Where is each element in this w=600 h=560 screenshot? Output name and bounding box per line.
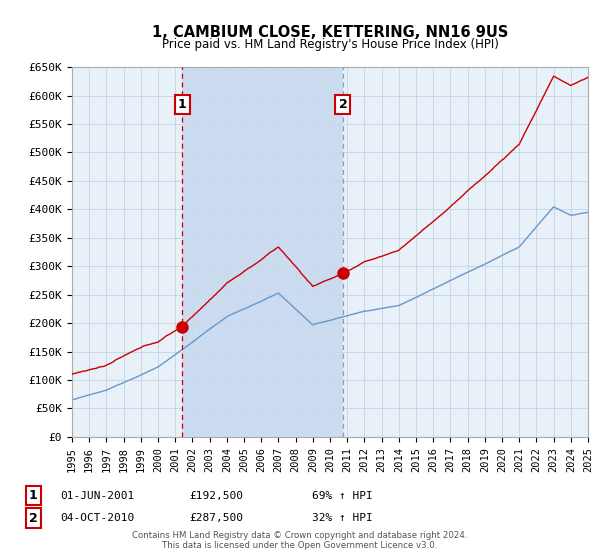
Text: 2: 2 (29, 511, 37, 525)
Text: 69% ↑ HPI: 69% ↑ HPI (312, 491, 373, 501)
Text: 2: 2 (338, 97, 347, 111)
Text: 1, CAMBIUM CLOSE, KETTERING, NN16 9US: 1, CAMBIUM CLOSE, KETTERING, NN16 9US (152, 25, 508, 40)
Text: 1: 1 (29, 489, 37, 502)
Text: 1: 1 (178, 97, 187, 111)
Text: 32% ↑ HPI: 32% ↑ HPI (312, 513, 373, 523)
Bar (182, 67, 343, 437)
Text: Contains HM Land Registry data © Crown copyright and database right 2024.
This d: Contains HM Land Registry data © Crown c… (132, 530, 468, 550)
Text: 01-JUN-2001: 01-JUN-2001 (60, 491, 134, 501)
Text: 04-OCT-2010: 04-OCT-2010 (60, 513, 134, 523)
Text: £192,500: £192,500 (189, 491, 243, 501)
Text: £287,500: £287,500 (189, 513, 243, 523)
Text: Price paid vs. HM Land Registry's House Price Index (HPI): Price paid vs. HM Land Registry's House … (161, 38, 499, 50)
